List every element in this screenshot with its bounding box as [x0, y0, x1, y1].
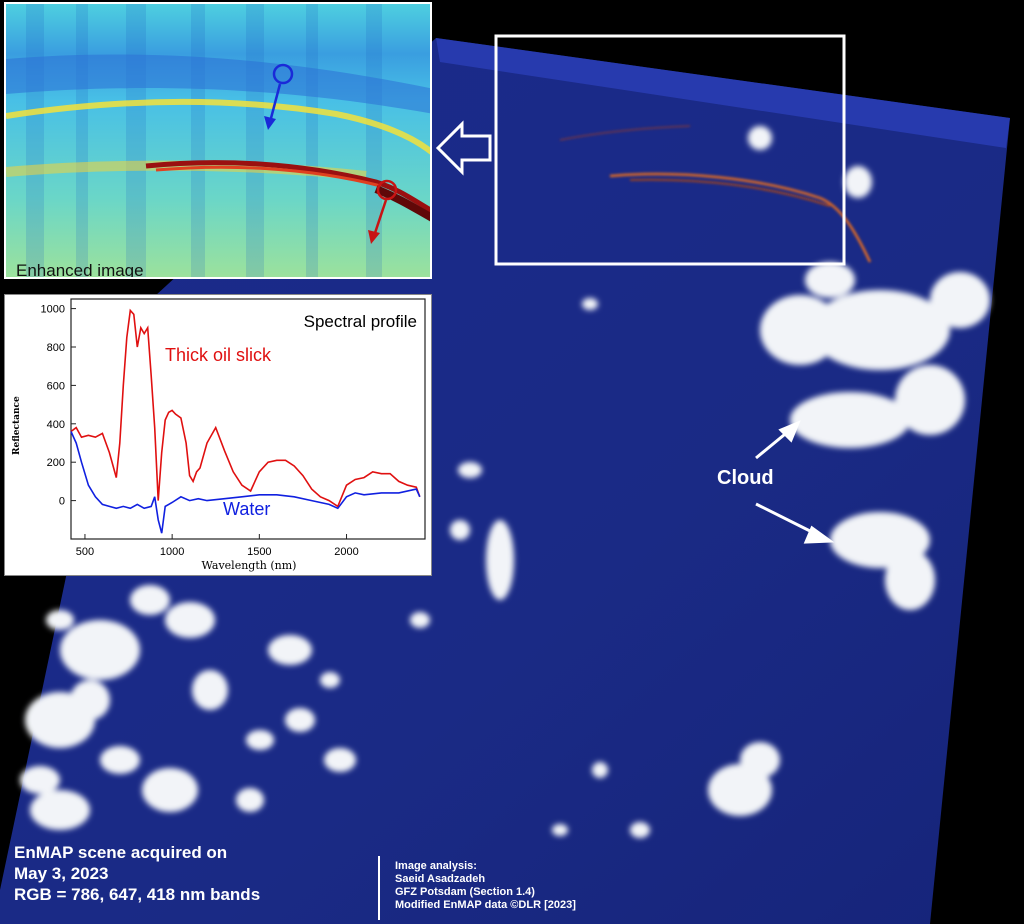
- cloud-arrows: [755, 420, 835, 544]
- credits-line-2: Saeid Asadzadeh: [395, 873, 486, 885]
- x-tick-label: 500: [76, 546, 94, 558]
- y-tick-label: 400: [47, 419, 65, 431]
- water-series-label: Water: [223, 499, 270, 519]
- y-tick-label: 0: [59, 496, 65, 508]
- scene-caption: EnMAP scene acquired on May 3, 2023 RGB …: [14, 842, 260, 905]
- caption-line-3: RGB = 786, 647, 418 nm bands: [14, 885, 261, 904]
- clouds: [20, 126, 990, 838]
- oil-sample-marker: [376, 179, 398, 201]
- credits-line-1: Image analysis:: [395, 860, 477, 872]
- oil-series-label: Thick oil slick: [165, 345, 272, 365]
- y-tick-label: 1000: [41, 304, 65, 316]
- enhanced-image-panel: Enhanced image: [4, 2, 432, 279]
- credits-line-3: GFZ Potsdam (Section 1.4): [395, 886, 535, 898]
- y-tick-label: 600: [47, 380, 65, 392]
- scene-top-band: [436, 38, 1010, 148]
- enhanced-image-label: Enhanced image: [16, 261, 144, 279]
- water-sample-marker: [272, 63, 294, 85]
- credits-block: Image analysis: Saeid Asadzadeh GFZ Pots…: [395, 860, 576, 912]
- y-axis-label: Reflectance: [12, 396, 22, 455]
- caption-line-1: EnMAP scene acquired on: [14, 843, 228, 862]
- credits-line-4: Modified EnMAP data ©DLR [2023]: [395, 899, 576, 911]
- caption-line-2: May 3, 2023: [14, 864, 109, 883]
- zoom-region-box: [494, 34, 846, 266]
- caption-divider: [378, 856, 380, 920]
- enhanced-image: [6, 4, 430, 277]
- x-tick-label: 1000: [160, 546, 184, 558]
- spectral-profile-panel: 1000 800 600 400 200 0 500 1000 1500 2000 Spectra…: [4, 294, 432, 576]
- oil-series-line: [70, 308, 421, 508]
- x-tick-label: 2000: [334, 546, 358, 558]
- oil-slick-streaks: [559, 125, 872, 263]
- x-tick-label: 1500: [247, 546, 271, 558]
- water-series-line: [70, 431, 421, 534]
- cloud-label: Cloud: [717, 467, 774, 489]
- chart-title: Spectral profile: [304, 312, 417, 331]
- x-axis-label: Wavelength (nm): [202, 559, 297, 572]
- y-tick-label: 200: [47, 457, 65, 469]
- hollow-arrow-icon: [435, 120, 492, 176]
- y-tick-label: 800: [47, 342, 65, 354]
